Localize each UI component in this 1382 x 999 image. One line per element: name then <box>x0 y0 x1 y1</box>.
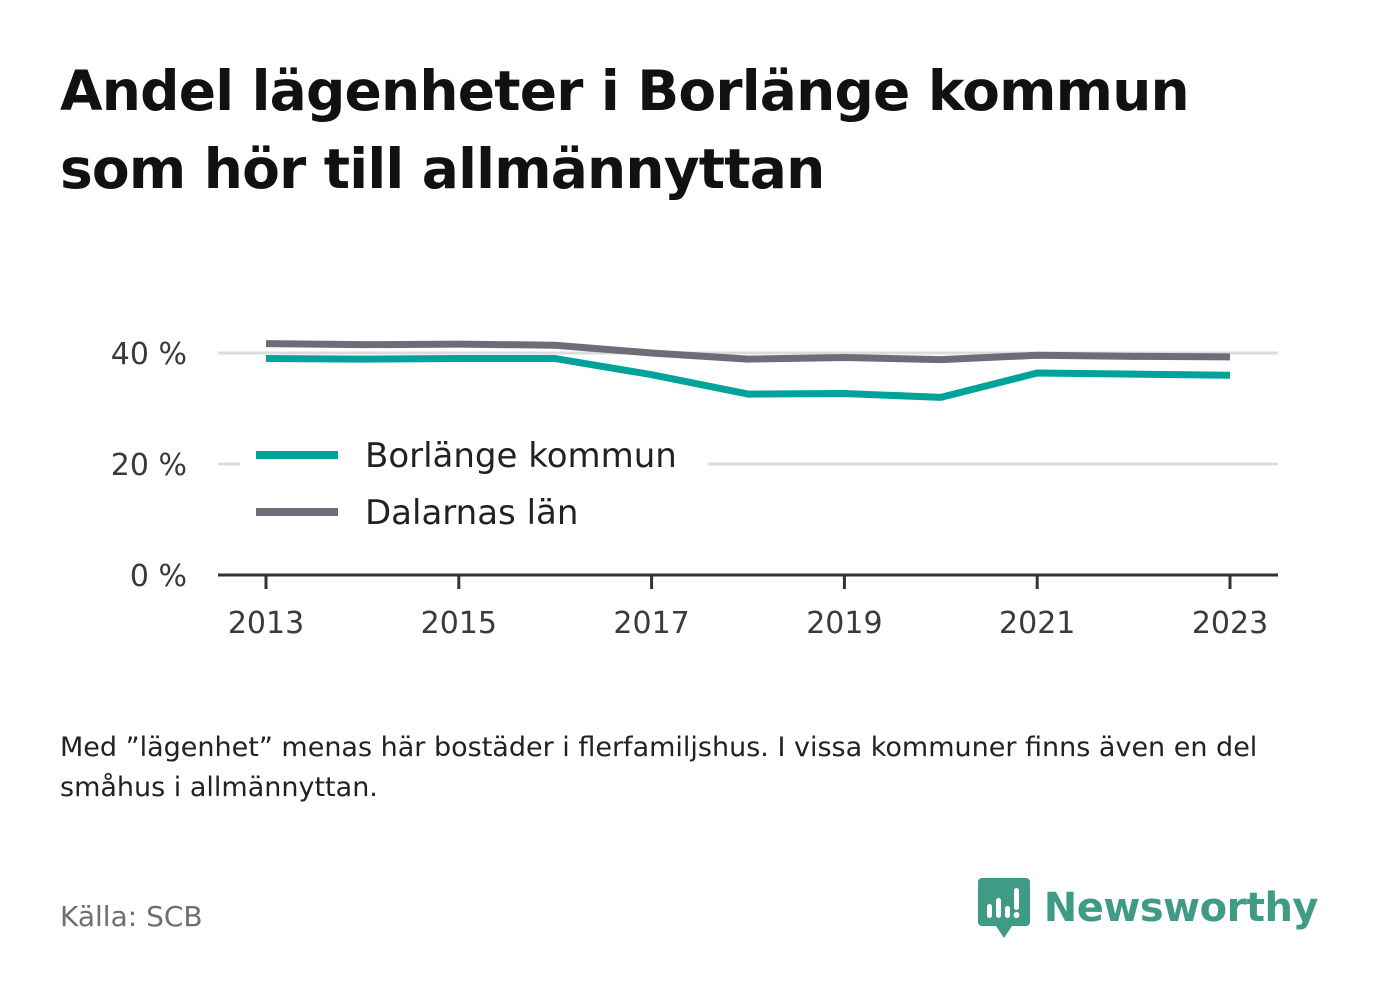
x-tick-label: 2017 <box>613 606 689 641</box>
x-tick-label: 2015 <box>421 606 497 641</box>
brand-logo: Newsworthy <box>977 878 1319 938</box>
series-lines <box>265 340 1231 401</box>
footnote: Med ”lägenhet” menas här bostäder i fler… <box>60 732 1258 803</box>
chart-title: Andel lägenheter i Borlänge kommun som h… <box>60 59 1190 201</box>
y-tick-label: 40 % <box>111 337 187 372</box>
legend-label: Dalarnas län <box>365 493 578 533</box>
x-tick-label: 2019 <box>806 606 882 641</box>
x-tick-label: 2021 <box>999 606 1075 641</box>
legend-label: Borlänge kommun <box>365 436 677 476</box>
y-tick-label: 0 % <box>130 559 187 594</box>
newsworthy-logo-icon <box>977 878 1030 938</box>
series-line <box>265 355 1231 401</box>
x-tick-label: 2023 <box>1192 606 1268 641</box>
legend: Borlänge kommun Dalarnas län <box>240 425 708 533</box>
source-label: Källa: SCB <box>60 900 203 933</box>
brand-name: Newsworthy <box>1043 885 1319 931</box>
series-line <box>265 340 1231 364</box>
x-tick-label: 2013 <box>228 606 304 641</box>
y-tick-label: 20 % <box>111 448 187 483</box>
x-axis: 0 % 20 % 40 % 2013 2015 2017 2019 2021 2023 <box>111 337 1278 641</box>
